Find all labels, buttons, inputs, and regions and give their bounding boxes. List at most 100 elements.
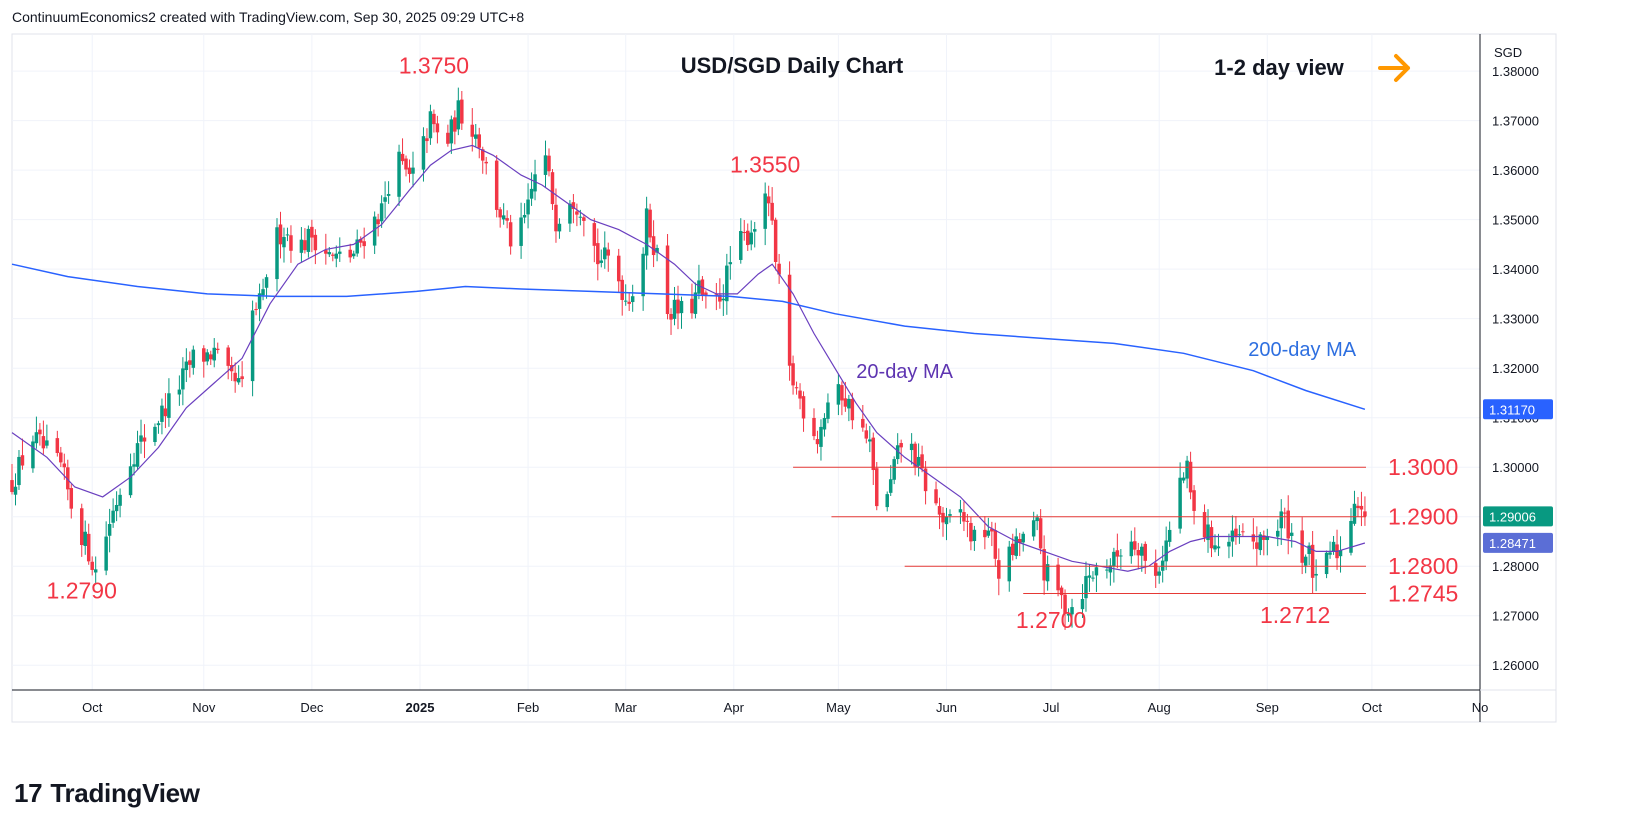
- candle-body: [522, 214, 527, 218]
- candle-body: [1286, 510, 1290, 539]
- candle-body: [1314, 573, 1318, 576]
- candle-body: [69, 488, 74, 509]
- x-tick-label: Oct: [1362, 700, 1383, 715]
- candle-body: [920, 454, 924, 469]
- candle-body: [801, 396, 806, 419]
- candle-body: [519, 217, 523, 246]
- candle-body: [641, 253, 645, 297]
- candle-body: [215, 348, 220, 351]
- candle-body: [627, 301, 631, 304]
- candle-body: [875, 468, 879, 507]
- candle-body: [812, 417, 816, 437]
- candle-body: [254, 309, 258, 311]
- candle-body: [59, 452, 63, 463]
- candle-body: [358, 238, 363, 243]
- candle-body: [861, 418, 865, 428]
- level-label-1-2800: 1.2800: [1388, 553, 1458, 579]
- candle-body: [679, 300, 684, 314]
- candle-body: [348, 249, 352, 258]
- candle-body: [840, 385, 844, 401]
- price-annotation-1-2700: 1.2700: [1016, 607, 1086, 633]
- candle-body: [383, 197, 387, 202]
- candle-body: [177, 389, 182, 395]
- candle-body: [1129, 541, 1134, 557]
- candle-body: [1059, 587, 1064, 596]
- candle-body: [456, 100, 461, 130]
- x-tick-label: Dec: [300, 700, 324, 715]
- candle-body: [599, 260, 604, 263]
- candle-body: [1213, 545, 1217, 550]
- candle-body: [899, 443, 903, 448]
- candle-body: [93, 569, 98, 573]
- price-badge: [1483, 532, 1553, 553]
- candle-body: [289, 235, 293, 251]
- candle-body: [1234, 528, 1238, 538]
- candle-body: [10, 480, 14, 493]
- candle-body: [958, 509, 963, 513]
- candle-body: [1007, 546, 1012, 582]
- candle-body: [1307, 545, 1311, 555]
- x-tick-label: Jul: [1043, 700, 1060, 715]
- candle-body: [575, 211, 579, 215]
- candle-body: [725, 265, 729, 302]
- candle-body: [533, 174, 537, 192]
- candle-body: [1188, 461, 1193, 493]
- candle-body: [1349, 520, 1353, 553]
- candle-body: [1087, 575, 1092, 578]
- candle-body: [351, 253, 356, 257]
- price-annotation-1-2712: 1.2712: [1260, 602, 1330, 628]
- candle-body: [651, 236, 656, 256]
- y-tick-label: 1.38000: [1492, 64, 1539, 79]
- candle-body: [477, 134, 481, 148]
- candle-body: [188, 360, 192, 365]
- candle-body: [1185, 460, 1189, 479]
- candle-body: [142, 437, 147, 442]
- candle-body: [934, 489, 938, 504]
- candle-body: [376, 219, 380, 225]
- candle-body: [1070, 607, 1074, 615]
- level-label-1-3000: 1.3000: [1388, 454, 1458, 480]
- candle-body: [752, 229, 757, 232]
- candle-body: [616, 255, 621, 282]
- candle-body: [1021, 533, 1025, 543]
- candle-body: [55, 438, 60, 454]
- candle-body: [1178, 477, 1182, 529]
- candle-body: [1112, 551, 1116, 567]
- candle-body: [1011, 543, 1015, 556]
- candle-body: [404, 158, 408, 170]
- candle-body: [1091, 577, 1095, 579]
- candle-body: [773, 219, 778, 262]
- candle-body: [167, 393, 171, 418]
- candle-body: [1328, 552, 1332, 555]
- candle-body: [1084, 576, 1088, 599]
- price-annotation-1-3550: 1.3550: [730, 152, 800, 178]
- tradingview-logo[interactable]: 17 TradingView: [14, 778, 200, 809]
- candle-body: [397, 151, 401, 197]
- y-tick-label: 1.34000: [1492, 262, 1539, 277]
- candle-body: [892, 459, 896, 480]
- candle-body: [1282, 512, 1287, 514]
- candle-body: [508, 222, 513, 247]
- candle-body: [568, 203, 572, 224]
- candle-body: [1209, 527, 1214, 549]
- candle-body: [550, 172, 555, 205]
- candle-body: [407, 167, 412, 175]
- candle-body: [79, 508, 84, 546]
- candle-body: [372, 216, 377, 246]
- candle-body: [386, 194, 391, 196]
- tradingview-logo-mark: 17: [14, 778, 43, 808]
- candle-body: [1303, 556, 1308, 566]
- y-tick-label: 1.26000: [1492, 658, 1539, 673]
- price-annotation-1-2790: 1.2790: [47, 577, 117, 603]
- candle-body: [153, 426, 157, 443]
- candle-body: [1192, 490, 1196, 511]
- candle-body: [669, 313, 673, 320]
- y-tick-label: 1.32000: [1492, 361, 1539, 376]
- candle-body: [1140, 546, 1144, 556]
- candle-body: [1038, 518, 1043, 549]
- candle-body: [428, 111, 433, 139]
- candle-body: [578, 216, 583, 218]
- candle-body: [233, 372, 237, 382]
- candle-body: [156, 423, 161, 426]
